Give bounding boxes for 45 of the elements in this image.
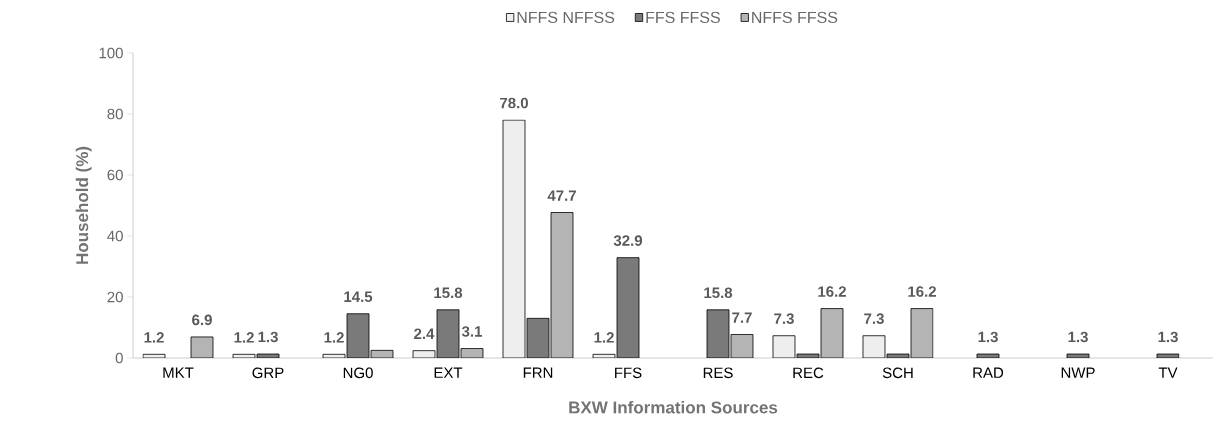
x-tick-label: RAD — [973, 367, 1004, 378]
data-label: 1.2 — [144, 332, 164, 343]
x-tick-label: EXT — [434, 367, 463, 378]
data-label: 1.2 — [234, 332, 254, 343]
x-tick-label: REC — [793, 367, 824, 379]
legend-label: NFFS NFFSS — [517, 11, 615, 24]
data-label: 6.9 — [192, 314, 212, 326]
data-label: 1.3 — [978, 331, 998, 343]
data-label: 47.7 — [547, 190, 576, 201]
data-label: 7.3 — [864, 313, 884, 324]
x-tick-label: GRP — [252, 367, 284, 379]
data-label: 15.8 — [704, 287, 733, 299]
x-tick-label: RES — [703, 367, 733, 379]
data-label: 1.2 — [324, 332, 344, 343]
y-tick-label: 40 — [107, 230, 123, 242]
x-tick-label: NG0 — [343, 367, 373, 379]
data-label: 15.8 — [434, 287, 463, 299]
x-tick-label: NWP — [1061, 367, 1095, 378]
y-tick-label: 100 — [99, 47, 123, 59]
data-label: 1.2 — [594, 332, 614, 343]
y-axis-title: Household (%) — [75, 146, 92, 264]
x-tick-label: MKT — [163, 367, 194, 378]
data-label: 32.9 — [613, 235, 643, 246]
data-label: 16.2 — [908, 286, 936, 297]
legend-label: NFFS FFSS — [752, 11, 838, 24]
x-tick-label: FFS — [615, 367, 642, 379]
y-tick-label: 0 — [115, 352, 123, 364]
data-label: 7.7 — [732, 312, 752, 323]
y-tick-label: 80 — [107, 108, 123, 120]
data-label: 14.5 — [344, 291, 373, 303]
data-label: 1.3 — [258, 331, 278, 343]
data-label: 1.3 — [1068, 331, 1088, 343]
legend-label: FFS FFSS — [646, 11, 720, 24]
data-label: 2.4 — [414, 328, 435, 339]
x-axis-title: BXW Information Sources — [569, 401, 778, 414]
x-tick-label: SCH — [882, 367, 913, 379]
x-tick-label: FRN — [523, 367, 553, 378]
y-tick-label: 20 — [107, 291, 123, 303]
data-label: 1.3 — [1158, 331, 1178, 343]
data-label: 16.2 — [818, 286, 846, 297]
y-tick-label: 60 — [107, 169, 123, 181]
data-label: 3.1 — [461, 326, 483, 337]
data-label: 78.0 — [500, 97, 528, 109]
data-label: 7.3 — [774, 313, 794, 324]
x-tick-label: TV — [1158, 367, 1178, 378]
